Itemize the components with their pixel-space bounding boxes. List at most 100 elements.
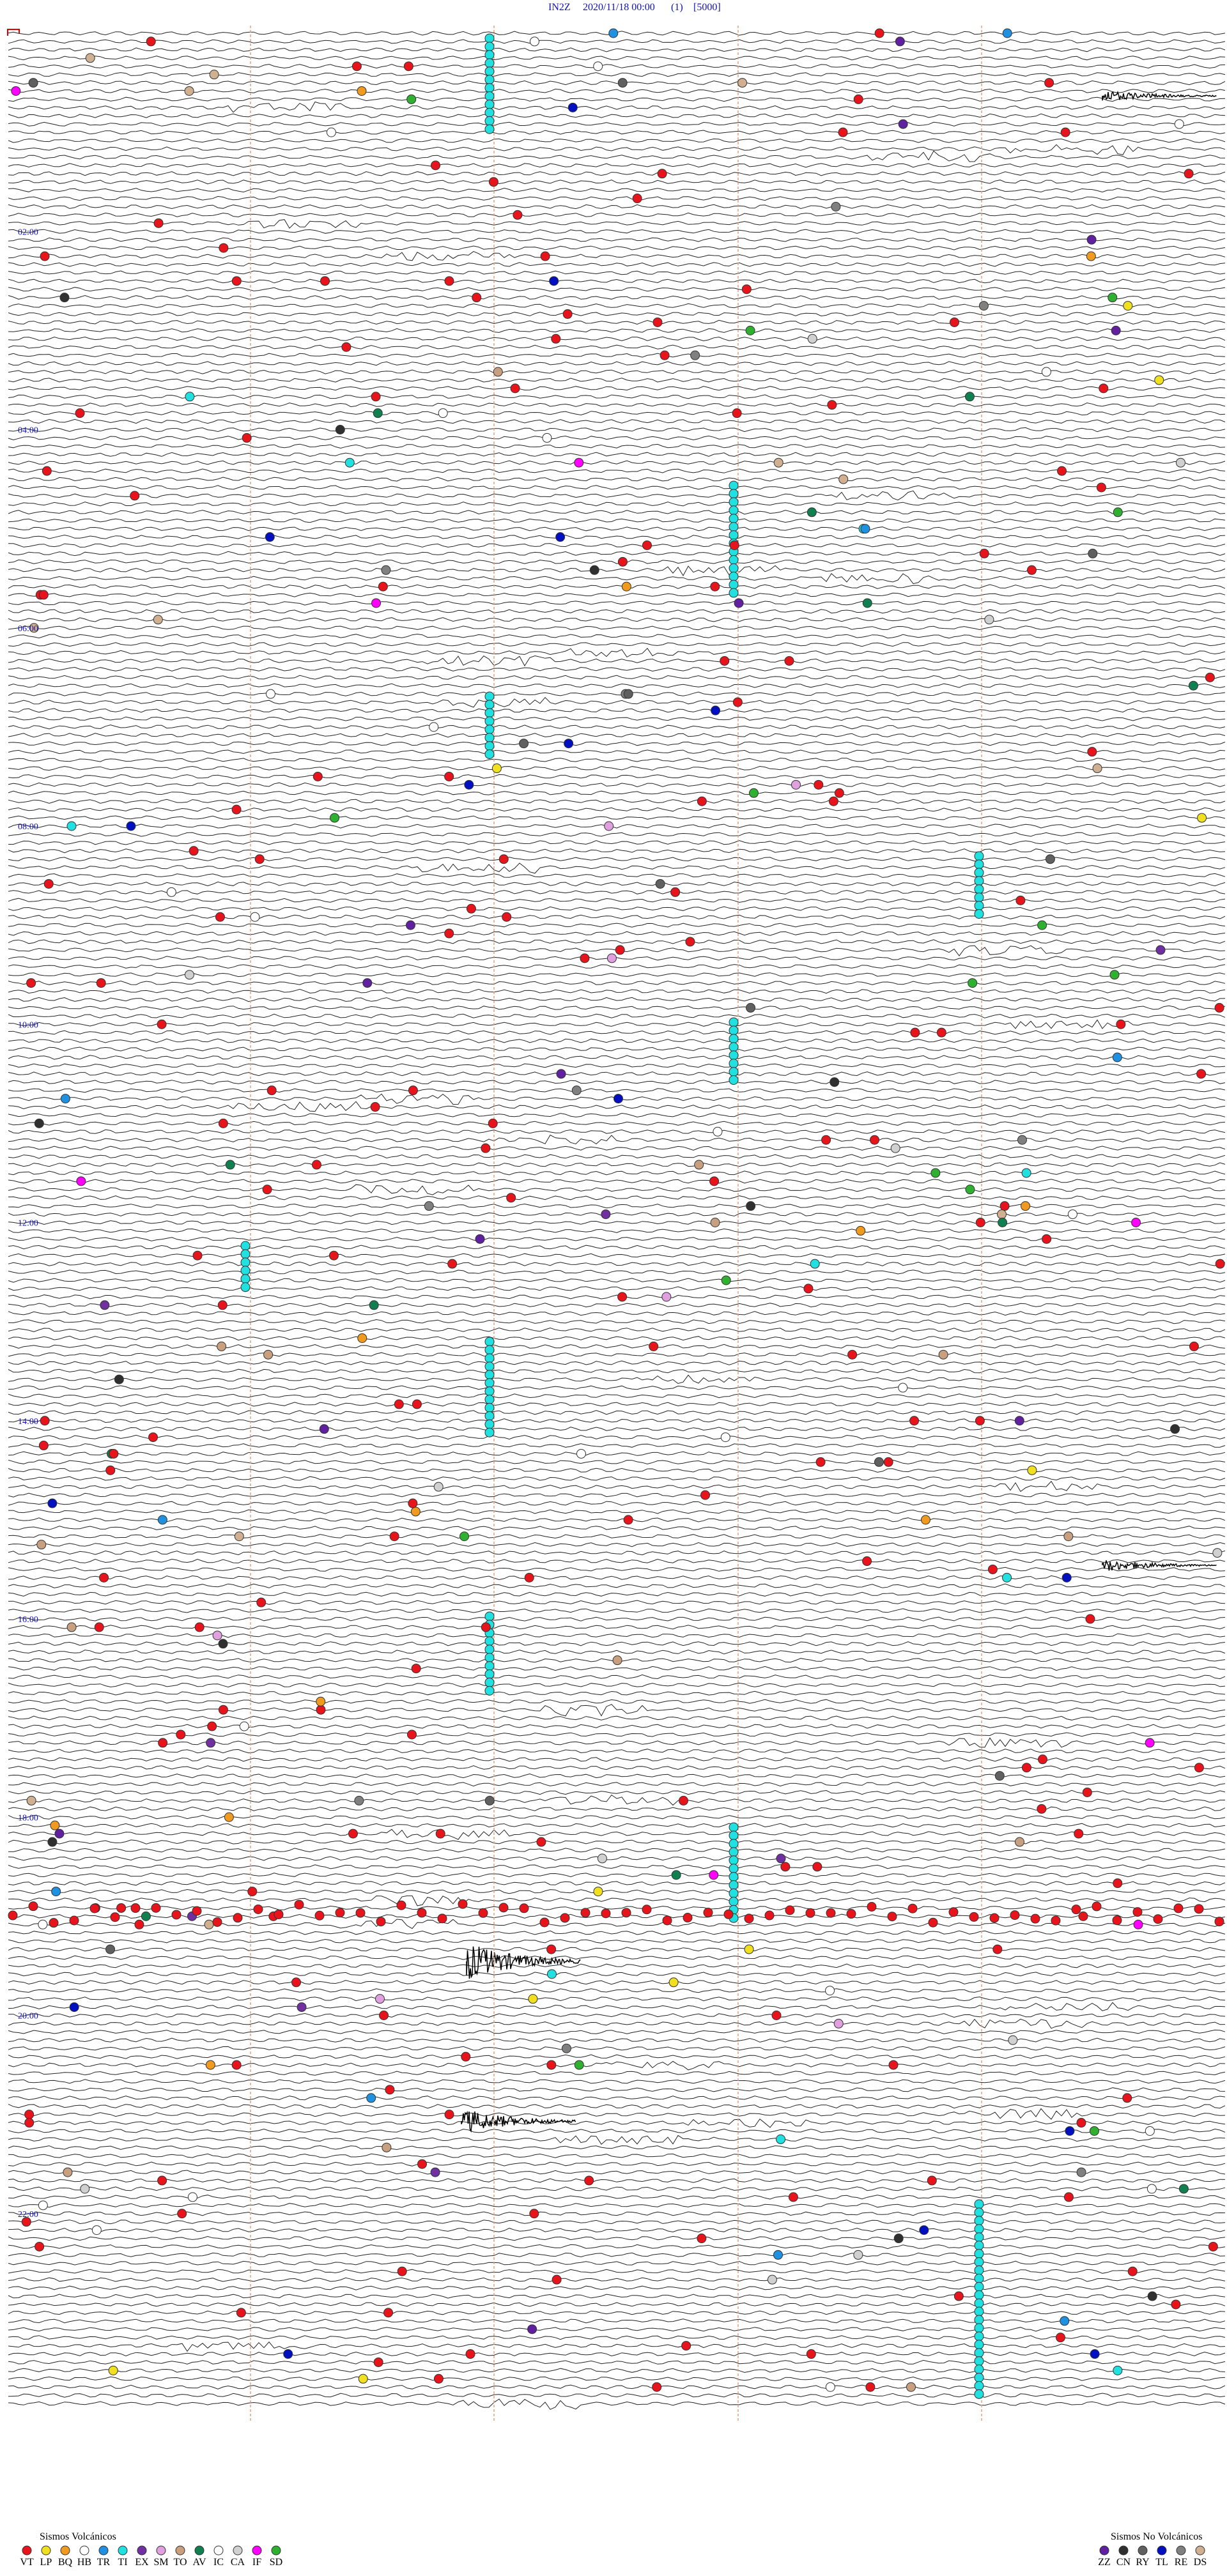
event-marker	[974, 868, 984, 878]
event-marker	[63, 2167, 73, 2177]
trace	[8, 655, 1226, 667]
event-marker	[549, 276, 559, 286]
event-marker	[484, 1685, 495, 1696]
trace	[8, 2096, 1226, 2101]
time-label: 12:00	[18, 1219, 38, 1229]
trace	[8, 219, 1226, 229]
trace	[8, 171, 1226, 176]
event-marker	[1021, 1201, 1031, 1211]
event-marker	[148, 1432, 158, 1443]
trace	[8, 1534, 1226, 1539]
trace	[8, 2071, 1226, 2076]
trace	[8, 559, 1226, 564]
trace	[8, 1790, 1226, 1795]
event-marker	[66, 1622, 77, 1632]
event-marker	[484, 716, 495, 726]
trace	[8, 683, 1226, 688]
event-marker	[729, 540, 739, 550]
trace	[8, 1410, 1226, 1415]
index: (1)	[671, 2, 683, 13]
trace	[8, 1782, 1226, 1787]
trace	[8, 1063, 1226, 1068]
trace	[8, 1509, 1226, 1514]
trace	[8, 1101, 1226, 1112]
event-marker	[1067, 1209, 1077, 1220]
trace	[8, 353, 1226, 358]
event-marker	[207, 1721, 217, 1731]
trace	[8, 1005, 1226, 1010]
trace	[8, 1625, 1226, 1630]
trace	[8, 1374, 1226, 1384]
trace	[8, 542, 1226, 548]
event-marker	[166, 887, 176, 897]
event-marker	[987, 1564, 998, 1574]
event-marker	[623, 1515, 633, 1525]
event-marker	[974, 2372, 984, 2382]
event-marker	[417, 1908, 427, 1918]
event-marker	[484, 1677, 495, 1687]
event-marker	[825, 2382, 835, 2392]
event-marker	[105, 1944, 116, 1954]
event-marker	[874, 28, 884, 38]
event-marker	[527, 2324, 537, 2334]
events	[8, 28, 1225, 2399]
event-marker	[38, 2200, 48, 2211]
legend-swatch	[137, 2545, 147, 2556]
event-marker	[632, 194, 642, 204]
event-marker	[330, 813, 340, 823]
event-marker	[865, 2382, 876, 2392]
event-marker	[729, 1075, 739, 1085]
legend-swatch	[156, 2545, 166, 2556]
event-marker	[1194, 1904, 1204, 1914]
event-marker	[649, 1341, 659, 1351]
traces	[8, 31, 1226, 2410]
event-marker	[528, 1994, 538, 2004]
trace	[8, 2054, 1226, 2059]
event-marker	[157, 2175, 167, 2186]
trace	[8, 1558, 1226, 1563]
event-marker	[748, 788, 759, 798]
event-marker	[242, 433, 252, 443]
event-marker	[729, 1034, 739, 1044]
event-marker	[825, 1986, 835, 1996]
event-marker	[1154, 375, 1164, 385]
event-marker	[776, 2134, 786, 2144]
event-marker	[189, 846, 199, 856]
trace	[8, 2046, 1226, 2051]
event-marker	[974, 2249, 984, 2259]
trace	[8, 790, 1226, 795]
event-marker	[1090, 2349, 1100, 2359]
trace	[8, 2037, 1226, 2043]
event-marker	[968, 978, 978, 988]
trace	[8, 782, 1226, 788]
trace	[8, 1162, 1226, 1167]
trace	[8, 551, 1226, 556]
event-marker	[974, 859, 984, 870]
event-marker	[524, 1572, 534, 1583]
scale: [5000]	[693, 2, 721, 13]
event-marker	[803, 1284, 814, 1294]
event-marker	[948, 1907, 959, 1917]
event-marker	[294, 1899, 304, 1910]
event-marker	[80, 2184, 90, 2194]
event-marker	[412, 1399, 422, 1409]
event-marker	[1086, 251, 1096, 261]
event-marker	[1099, 383, 1109, 394]
trace	[8, 1146, 1226, 1151]
event-marker	[38, 1919, 48, 1929]
trace	[8, 1955, 1226, 1960]
trace	[8, 906, 1226, 911]
event-marker	[263, 1349, 274, 1360]
trace	[8, 2252, 1226, 2258]
legend-label: TL	[1155, 2557, 1168, 2568]
event-marker	[231, 804, 242, 815]
event-marker	[974, 2199, 984, 2209]
legend-label: CN	[1116, 2557, 1131, 2568]
trace	[8, 39, 1226, 44]
event-marker	[484, 33, 495, 43]
trace	[8, 1715, 1226, 1721]
event-marker	[529, 36, 539, 47]
trace	[8, 840, 1226, 845]
event-marker	[617, 1292, 628, 1302]
trace	[8, 848, 1226, 854]
